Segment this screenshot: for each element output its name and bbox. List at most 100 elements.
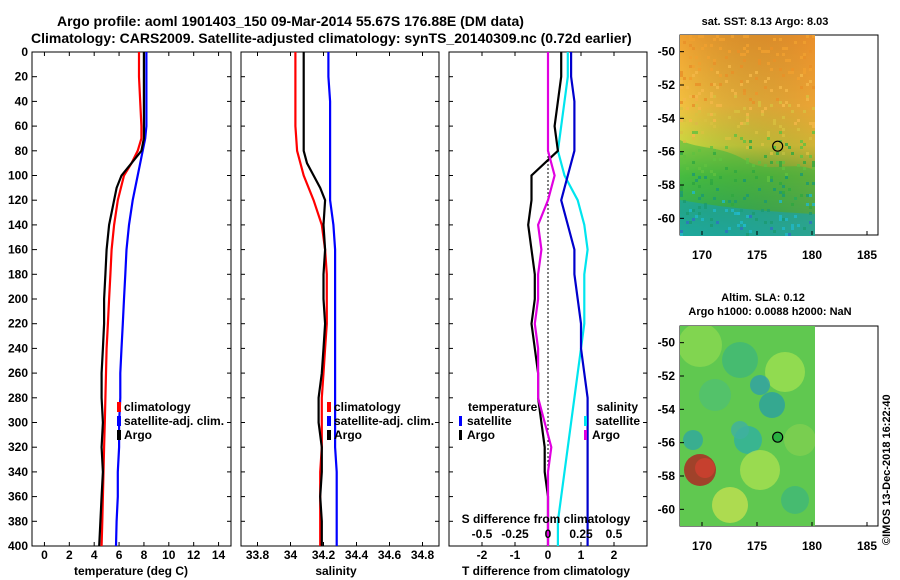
legend-swatch-t-satellite: [459, 416, 462, 426]
map-x-tick-label: 180: [802, 248, 822, 262]
legend-label-argo: Argo: [334, 428, 362, 442]
depth-tick-label: 80: [15, 144, 29, 158]
x-tick-label: 6: [116, 548, 123, 562]
s-difference-ticks: -0.5 -0.25 0 0.25 0.5: [472, 527, 623, 541]
x-tick-label: 34: [284, 548, 298, 562]
s-difference-tick-label: 0.25: [569, 527, 593, 541]
legend-swatch-t-argo: [459, 430, 462, 440]
map-x-tick-label: 170: [692, 539, 712, 553]
x-tick-label: 14: [212, 548, 226, 562]
depth-tick-label: 180: [8, 267, 28, 281]
salinity-legend: climatology satellite-adj. clim. Argo: [327, 400, 434, 442]
depth-tick-label: 100: [8, 169, 28, 183]
depth-tick-label: 200: [8, 292, 28, 306]
depth-tick-label: 20: [15, 70, 29, 84]
s-difference-tick-label: -0.25: [501, 527, 529, 541]
map-y-tick-label: -58: [658, 178, 676, 192]
depth-tick-label: 360: [8, 490, 28, 504]
difference-plot: -2 -1 0 1 2: [477, 52, 618, 562]
legend-label-satellite: satellite-adj. clim.: [124, 414, 224, 428]
depth-axis: 0 20 40 60 80 100 120 140 160 180 200 220 240 260 280 3…: [8, 45, 647, 553]
legend-swatch-s-satellite: [584, 416, 587, 426]
legend-swatch-argo: [327, 430, 331, 440]
legend-swatch-argo: [117, 430, 121, 440]
legend-label-argo: Argo: [124, 428, 152, 442]
x-tick-label: 34.8: [411, 548, 435, 562]
salinity-plot: 33.8 34 34.2 34.4 34.6 34.8: [246, 52, 435, 562]
legend-label-climatology: climatology: [334, 400, 401, 414]
series-s-satellite: [560, 52, 589, 546]
series-satellite-adj-clim: [327, 52, 338, 546]
depth-tick-label: 260: [8, 366, 28, 380]
legend-swatch-satellite: [117, 416, 121, 426]
map-x-tick-label: 180: [802, 539, 822, 553]
legend-label-t-argo: Argo: [467, 428, 495, 442]
map-x-tick-label: 175: [747, 248, 767, 262]
map-x-tick-label: 175: [747, 539, 767, 553]
legend-swatch-climatology: [327, 402, 331, 412]
map-y-tick-label: -52: [658, 369, 676, 383]
x-tick-label: 12: [187, 548, 201, 562]
title-line-1: Argo profile: aoml 1901403_150 09-Mar-20…: [57, 13, 524, 29]
credit-text: ©IMOS 13-Dec-2018 16:22:40: [881, 394, 893, 545]
depth-tick-label: 240: [8, 341, 28, 355]
depth-tick-label: 0: [21, 45, 28, 59]
sst-map-axes: 170 175 180 185 -50 -52 -54 -56 -58 -60: [658, 45, 878, 262]
x-tick-label: 10: [162, 548, 176, 562]
map-x-tick-label: 170: [692, 248, 712, 262]
sst-map-image: [680, 35, 815, 236]
title-line-2: Climatology: CARS2009. Satellite-adjuste…: [31, 30, 632, 46]
temperature-panel: [31, 51, 232, 547]
map-x-tick-label: 185: [857, 248, 877, 262]
series-climatology: [100, 52, 143, 547]
x-tick-label: 34.6: [378, 548, 402, 562]
x-tick-label: 0: [545, 548, 552, 562]
legend-title-salinity: salinity: [597, 400, 639, 414]
x-tick-label: -2: [477, 548, 488, 562]
depth-tick-label: 160: [8, 243, 28, 257]
map-y-tick-label: -50: [658, 45, 676, 59]
x-tick-label: 2: [66, 548, 73, 562]
legend-swatch-s-argo: [584, 430, 587, 440]
map-y-tick-label: -54: [658, 402, 676, 416]
series-argo: [98, 52, 145, 547]
s-difference-tick-label: 0: [545, 527, 552, 541]
legend-title-temperature: temperature: [468, 400, 538, 414]
map-y-tick-label: -50: [658, 336, 676, 350]
x-tick-label: 2: [611, 548, 618, 562]
map-y-tick-label: -56: [658, 436, 676, 450]
x-tick-label: 4: [91, 548, 98, 562]
s-difference-tick-label: -0.5: [472, 527, 493, 541]
s-difference-tick-label: 0.5: [606, 527, 623, 541]
legend-label-t-satellite: satellite: [467, 414, 512, 428]
depth-tick-label: 320: [8, 440, 28, 454]
depth-tick-label: 340: [8, 465, 28, 479]
series-t-satellite: [556, 52, 589, 546]
sla-map-image: [680, 326, 815, 526]
salinity-xlabel: salinity: [315, 564, 357, 578]
depth-tick-label: 120: [8, 193, 28, 207]
depth-tick-label: 400: [8, 539, 28, 553]
sla-argo-marker: [772, 431, 784, 443]
map-y-tick-label: -58: [658, 469, 676, 483]
map-y-tick-label: -52: [658, 78, 676, 92]
series-satellite-adj-clim: [114, 52, 148, 547]
x-tick-label: 34.2: [312, 548, 336, 562]
series-argo: [302, 52, 327, 546]
series-s-argo: [533, 52, 556, 546]
x-tick-label: -1: [510, 548, 521, 562]
series-t-argo: [527, 52, 563, 546]
x-tick-label: 0: [41, 548, 48, 562]
legend-label-s-argo: Argo: [592, 428, 620, 442]
depth-tick-label: 280: [8, 391, 28, 405]
temperature-legend: climatology satellite-adj. clim. Argo: [117, 400, 224, 442]
map-y-tick-label: -60: [658, 502, 676, 516]
legend-label-s-satellite: satellite: [595, 414, 640, 428]
depth-tick-label: 220: [8, 317, 28, 331]
temperature-plot: 0 2 4 6 8 10 12 14: [41, 52, 226, 562]
s-difference-label: S difference from climatology: [462, 512, 631, 526]
x-tick-label: 1: [578, 548, 585, 562]
depth-tick-label: 300: [8, 416, 28, 430]
depth-tick-label: 140: [8, 218, 28, 232]
